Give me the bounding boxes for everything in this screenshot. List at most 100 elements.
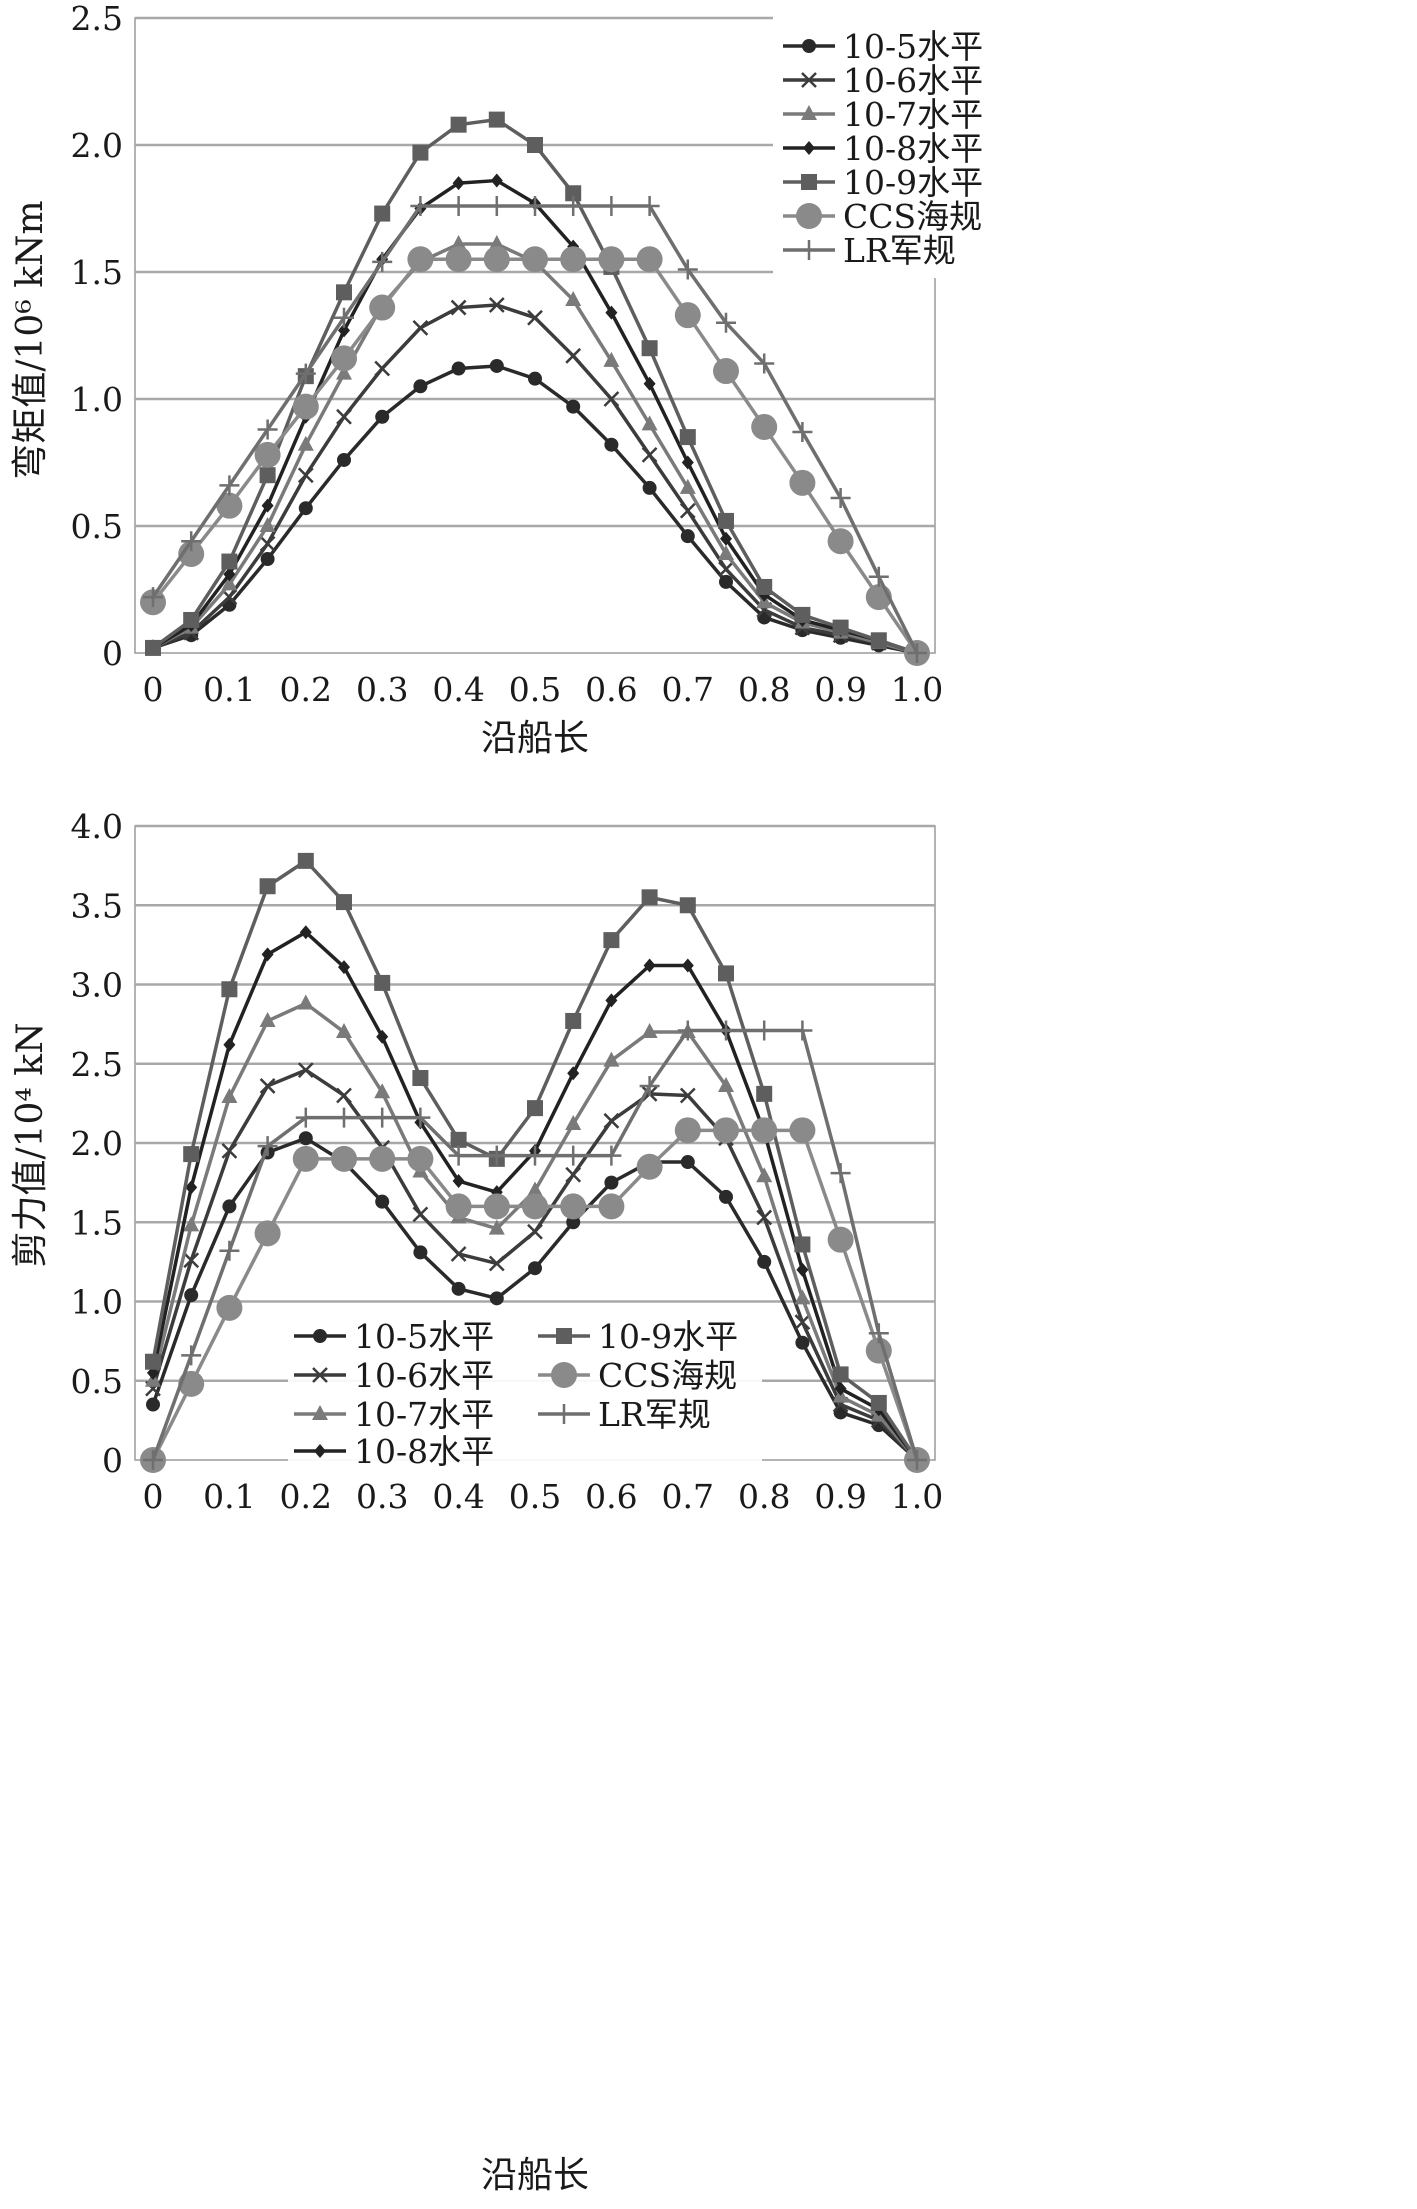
data-point [183, 611, 200, 628]
legend-item: 10-6水平 [783, 61, 983, 100]
data-point [375, 409, 390, 424]
legend-label: LR军规 [843, 231, 956, 270]
data-point [868, 566, 889, 587]
data-point [603, 932, 620, 949]
data-point [410, 195, 431, 216]
data-point [757, 1254, 772, 1269]
data-point [563, 195, 584, 216]
data-point [834, 1381, 847, 1396]
data-point [259, 878, 276, 895]
data-point [716, 312, 736, 333]
data-point [713, 358, 739, 385]
data-point [374, 974, 391, 991]
legend-item: 10-6水平 [294, 1356, 494, 1395]
data-point [185, 1180, 198, 1195]
data-point [718, 1076, 734, 1092]
data-point [565, 1114, 582, 1130]
data-point [603, 1112, 620, 1129]
legend-label: 10-5水平 [843, 27, 983, 66]
data-point [298, 501, 313, 516]
data-point [338, 960, 350, 975]
legend-marker [802, 39, 816, 53]
legend-marker [796, 203, 822, 229]
data-point [143, 1450, 163, 1470]
data-point [604, 437, 619, 452]
legend-label: CCS海规 [598, 1356, 737, 1395]
data-point [527, 1181, 543, 1197]
data-point [677, 1020, 698, 1041]
data-point [490, 173, 503, 188]
data-point [718, 965, 734, 982]
data-point [643, 958, 656, 973]
data-point [257, 1136, 278, 1157]
y-tick-label: 2.5 [71, 1045, 123, 1084]
data-point [145, 1353, 161, 1370]
data-point [221, 1143, 238, 1159]
data-point [827, 1226, 854, 1253]
data-point [718, 561, 734, 578]
data-point [299, 925, 312, 940]
x-tick-label: 0.5 [509, 1477, 561, 1516]
legend-marker [801, 72, 817, 88]
data-point [450, 299, 467, 316]
series-5 [145, 852, 925, 1468]
x-tick-label: 0.7 [662, 1477, 714, 1516]
data-point [376, 1029, 389, 1044]
data-point [528, 1261, 542, 1276]
data-point [488, 111, 505, 128]
legend-label: 10-6水平 [843, 61, 983, 100]
data-point [716, 1020, 736, 1041]
data-point [292, 393, 319, 420]
data-point [181, 1345, 202, 1366]
data-point [413, 379, 428, 394]
data-point [412, 144, 429, 161]
data-point [756, 578, 773, 595]
y-axis-label: 弯矩值/10⁶ kNm [10, 200, 51, 479]
data-point [674, 302, 701, 329]
data-point [604, 1175, 619, 1190]
data-point [870, 632, 887, 649]
legend-label: 10-7水平 [843, 95, 983, 134]
data-point [636, 1153, 663, 1180]
data-point [338, 323, 350, 338]
data-point [527, 1100, 543, 1117]
data-point [792, 1020, 813, 1041]
legend-item: CCS海规 [783, 197, 982, 236]
data-point [450, 1131, 467, 1148]
legend-item: CCS海规 [538, 1356, 737, 1395]
data-point [222, 1199, 237, 1214]
data-point [297, 435, 314, 451]
y-tick-label: 3.5 [71, 886, 123, 925]
data-point [719, 574, 733, 589]
data-point [445, 1193, 472, 1220]
legend-item: 10-9水平 [538, 1317, 738, 1356]
data-point [450, 235, 467, 251]
data-point [756, 1209, 773, 1226]
data-point [751, 1117, 778, 1144]
data-point [334, 1107, 354, 1128]
data-point [794, 1236, 811, 1253]
data-point [680, 1155, 695, 1170]
data-point [641, 340, 658, 357]
data-point [292, 1145, 319, 1172]
data-point [336, 1087, 352, 1104]
data-point [601, 195, 622, 216]
data-point [297, 852, 314, 869]
data-point [565, 1012, 582, 1029]
data-point [412, 1070, 429, 1087]
data-point [636, 246, 663, 273]
legend-item: LR军规 [783, 231, 956, 270]
data-point [567, 1066, 580, 1081]
data-point [331, 1145, 357, 1172]
data-point [681, 958, 694, 973]
data-point [452, 1174, 465, 1189]
data-point [219, 1240, 240, 1261]
chart-2: 0 0.5 1.0 1.5 2.0 2.5 3.0 3.5 4.0 0 0.1 0.2 0.3 0.4 0.… [10, 807, 943, 2196]
data-point [754, 353, 775, 374]
data-point [679, 1087, 696, 1104]
chart-1: 0 0.5 1.0 1.5 2.0 2.5 0 0.1 0.2 0.3 0.4 0.5 0.6 0.7 0.… [10, 0, 1013, 759]
data-point [221, 575, 238, 591]
legend-item: 10-7水平 [783, 95, 983, 134]
